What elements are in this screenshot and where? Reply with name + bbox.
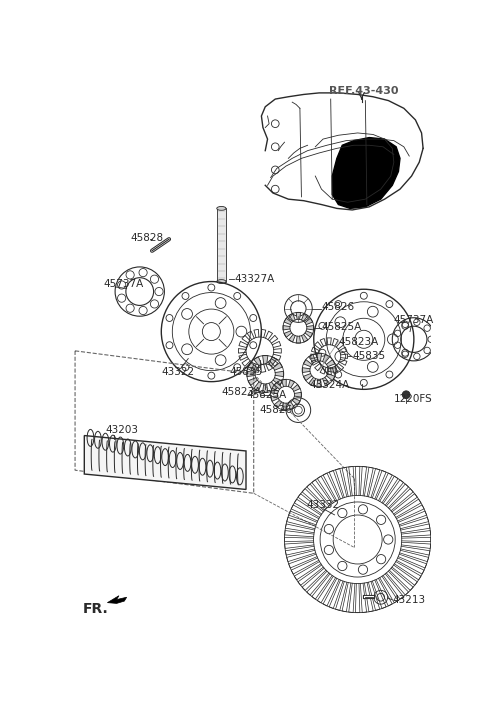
Polygon shape xyxy=(247,371,255,376)
Polygon shape xyxy=(288,380,295,388)
Text: FR.: FR. xyxy=(83,602,108,616)
Text: 43327A: 43327A xyxy=(234,274,275,284)
Ellipse shape xyxy=(217,207,226,210)
Polygon shape xyxy=(323,354,330,363)
Text: 45737A: 45737A xyxy=(394,315,434,325)
Polygon shape xyxy=(303,373,312,381)
Text: 43332: 43332 xyxy=(306,500,339,510)
Polygon shape xyxy=(289,334,295,342)
Polygon shape xyxy=(296,312,300,320)
Text: 43213: 43213 xyxy=(392,594,425,604)
Polygon shape xyxy=(281,379,286,387)
Polygon shape xyxy=(269,357,276,366)
Polygon shape xyxy=(271,396,278,401)
Polygon shape xyxy=(274,400,282,408)
Polygon shape xyxy=(326,359,335,366)
Polygon shape xyxy=(263,384,268,392)
Polygon shape xyxy=(309,377,316,386)
Polygon shape xyxy=(288,402,295,410)
Polygon shape xyxy=(294,393,301,397)
Polygon shape xyxy=(254,357,262,366)
Text: 45737A: 45737A xyxy=(104,279,144,289)
FancyBboxPatch shape xyxy=(217,209,226,282)
Text: 45835: 45835 xyxy=(352,351,385,361)
Text: 43322: 43322 xyxy=(161,366,194,376)
Polygon shape xyxy=(289,313,295,321)
Polygon shape xyxy=(301,313,308,321)
Text: 45826: 45826 xyxy=(260,405,293,415)
Ellipse shape xyxy=(217,280,226,283)
Text: REF.43-430: REF.43-430 xyxy=(329,87,399,97)
Polygon shape xyxy=(296,336,300,343)
Polygon shape xyxy=(309,354,316,363)
Polygon shape xyxy=(263,356,268,364)
Polygon shape xyxy=(284,318,292,324)
Polygon shape xyxy=(305,318,312,324)
Text: 45835: 45835 xyxy=(229,366,263,376)
Polygon shape xyxy=(248,378,257,386)
Polygon shape xyxy=(269,382,276,391)
Text: 45825A: 45825A xyxy=(322,322,362,332)
Polygon shape xyxy=(271,388,278,393)
Polygon shape xyxy=(307,326,313,330)
Text: 45823A: 45823A xyxy=(338,337,379,346)
Text: 1220FS: 1220FS xyxy=(394,394,432,405)
Circle shape xyxy=(402,391,410,398)
Polygon shape xyxy=(254,382,262,391)
Polygon shape xyxy=(283,326,290,330)
Polygon shape xyxy=(317,379,322,387)
Text: 45825A: 45825A xyxy=(246,390,286,400)
Polygon shape xyxy=(284,331,292,337)
Polygon shape xyxy=(326,373,335,381)
Text: 45828: 45828 xyxy=(131,233,164,243)
Polygon shape xyxy=(274,382,282,389)
Polygon shape xyxy=(305,331,312,337)
Polygon shape xyxy=(332,138,400,209)
Polygon shape xyxy=(292,398,300,405)
Polygon shape xyxy=(292,385,300,391)
Polygon shape xyxy=(273,378,282,386)
Polygon shape xyxy=(323,377,330,386)
Polygon shape xyxy=(108,596,127,604)
Text: 43203: 43203 xyxy=(106,425,139,435)
Text: 45826: 45826 xyxy=(322,302,355,312)
Text: 45823A: 45823A xyxy=(221,387,262,397)
Polygon shape xyxy=(281,403,286,410)
Polygon shape xyxy=(84,435,246,489)
Polygon shape xyxy=(303,359,312,366)
Polygon shape xyxy=(248,363,257,370)
Polygon shape xyxy=(302,368,310,373)
Polygon shape xyxy=(317,354,322,361)
Polygon shape xyxy=(275,371,284,376)
Polygon shape xyxy=(301,334,308,342)
Polygon shape xyxy=(273,363,282,370)
Text: 43324A: 43324A xyxy=(309,381,349,390)
Polygon shape xyxy=(328,368,336,373)
